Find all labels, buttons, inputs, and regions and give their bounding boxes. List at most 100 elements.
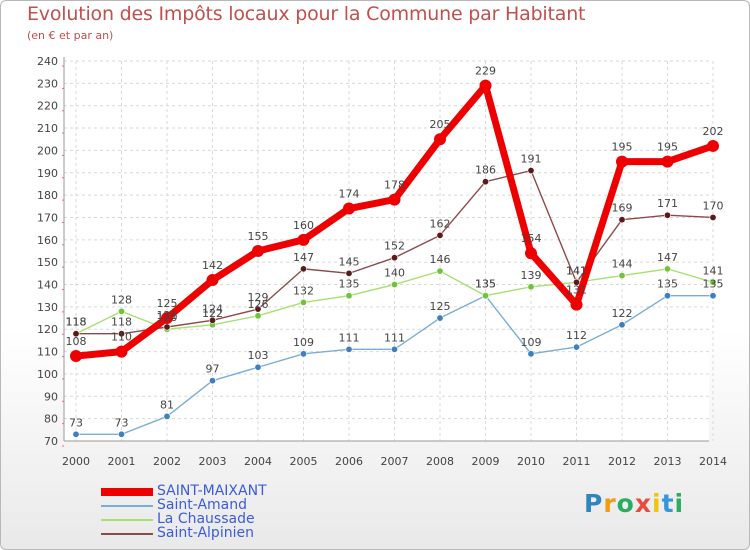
- point-saint-alpinien: [572, 278, 580, 286]
- point-saint-maixant: [570, 298, 583, 311]
- data-label-la-chaussade: 146: [430, 253, 451, 266]
- x-tick-label: 2009: [472, 455, 500, 468]
- point-saint-alpinien: [436, 231, 444, 239]
- point-saint-alpinien: [709, 213, 717, 221]
- point-la-chaussade: [527, 283, 535, 291]
- point-la-chaussade: [618, 272, 626, 280]
- data-label-saint-alpinien: 141: [566, 264, 587, 277]
- point-saint-amand: [663, 292, 671, 300]
- data-label-la-chaussade: 132: [293, 284, 314, 297]
- data-label-saint-amand: 111: [384, 331, 405, 344]
- x-tick-label: 2001: [108, 455, 136, 468]
- data-label-saint-alpinien: 186: [475, 164, 496, 177]
- y-tick-label: 90: [44, 390, 58, 403]
- point-saint-maixant: [161, 312, 173, 325]
- logo-letter: x: [634, 489, 652, 518]
- data-label-la-chaussade: 140: [384, 267, 405, 280]
- data-label-saint-maixant: 195: [657, 141, 678, 154]
- y-tick-label: 120: [37, 323, 58, 336]
- y-tick-label: 230: [37, 77, 58, 90]
- logo-letter: o: [616, 489, 635, 518]
- y-tick-label: 130: [37, 301, 58, 314]
- data-label-saint-maixant: 160: [293, 219, 314, 232]
- data-label-la-chaussade: 139: [521, 269, 542, 282]
- point-saint-amand: [163, 412, 171, 420]
- data-label-saint-maixant: 195: [612, 141, 633, 154]
- data-label-saint-maixant: 229: [475, 65, 496, 78]
- data-label-saint-amand: 122: [612, 307, 633, 320]
- x-tick-label: 2008: [426, 455, 454, 468]
- point-la-chaussade: [345, 292, 353, 300]
- data-label-saint-alpinien: 129: [248, 291, 269, 304]
- data-label-saint-alpinien: 171: [657, 197, 678, 210]
- data-label-saint-amand: 103: [248, 349, 269, 362]
- data-label-saint-alpinien: 118: [66, 316, 87, 329]
- point-saint-maixant: [707, 139, 719, 152]
- x-tick-label: 2010: [517, 455, 545, 468]
- point-saint-alpinien: [345, 269, 353, 277]
- data-label-saint-alpinien: 170: [703, 199, 724, 212]
- point-saint-alpinien: [209, 316, 217, 324]
- point-la-chaussade: [481, 292, 489, 300]
- logo-letter: r: [603, 489, 617, 518]
- legend-item-saint-maixant: SAINT-MAIXANT: [101, 483, 401, 499]
- point-saint-amand: [209, 377, 217, 385]
- y-tick-label: 160: [37, 234, 58, 247]
- point-saint-amand: [618, 321, 626, 329]
- point-saint-maixant: [297, 233, 310, 246]
- point-saint-alpinien: [72, 330, 80, 338]
- point-saint-amand: [72, 430, 80, 438]
- y-tick-label: 150: [37, 256, 58, 269]
- data-label-saint-amand: 135: [475, 278, 496, 291]
- data-label-saint-maixant: 142: [202, 259, 223, 272]
- point-la-chaussade: [299, 298, 307, 306]
- point-saint-maixant: [479, 79, 492, 92]
- data-label-saint-amand: 125: [430, 300, 451, 313]
- point-saint-amand: [709, 292, 717, 300]
- y-tick-label: 170: [37, 211, 58, 224]
- data-label-la-chaussade: 126: [248, 298, 269, 311]
- legend-label: Saint-Amand: [157, 497, 248, 513]
- data-label-saint-amand: 135: [703, 278, 724, 291]
- chart-legend: SAINT-MAIXANT Saint-Amand La Chaussade Sain…: [101, 483, 401, 541]
- data-label-saint-amand: 97: [206, 363, 220, 376]
- y-tick-label: 70: [44, 435, 58, 448]
- data-label-saint-alpinien: 118: [111, 316, 132, 329]
- data-label-saint-maixant: 110: [111, 331, 132, 344]
- data-label-la-chaussade: 118: [66, 316, 87, 329]
- data-label-saint-amand: 109: [521, 336, 542, 349]
- data-label-saint-maixant: 108: [66, 335, 87, 348]
- logo-letter: i: [674, 489, 685, 518]
- y-tick-label: 100: [37, 368, 58, 381]
- legend-swatch: [101, 533, 153, 535]
- data-label-la-chaussade: 147: [657, 251, 678, 264]
- x-tick-label: 2013: [654, 455, 682, 468]
- point-saint-alpinien: [663, 211, 671, 219]
- data-label-saint-amand: 73: [115, 416, 129, 429]
- logo-letter: t: [661, 489, 675, 518]
- point-saint-amand: [436, 314, 444, 322]
- y-tick-label: 110: [37, 346, 58, 359]
- legend-item-saint-amand: Saint-Amand: [101, 497, 401, 513]
- point-saint-alpinien: [118, 330, 126, 338]
- data-label-saint-alpinien: 169: [612, 202, 633, 215]
- point-la-chaussade: [390, 281, 398, 289]
- point-la-chaussade: [254, 312, 262, 320]
- y-tick-label: 190: [37, 167, 58, 180]
- point-saint-maixant: [616, 155, 628, 168]
- point-saint-maixant: [252, 245, 264, 257]
- point-la-chaussade: [118, 307, 126, 315]
- x-tick-label: 2000: [62, 455, 90, 468]
- point-saint-maixant: [343, 202, 355, 215]
- y-tick-label: 240: [37, 55, 58, 68]
- plot-area: [64, 61, 709, 441]
- x-tick-label: 2003: [199, 455, 227, 468]
- data-label-la-chaussade: 141: [566, 264, 587, 277]
- point-saint-alpinien: [254, 305, 262, 313]
- legend-swatch: [101, 505, 153, 507]
- chart-subtitle: (en € et par an): [27, 29, 114, 42]
- x-tick-label: 2005: [290, 455, 318, 468]
- data-label-saint-alpinien: 121: [157, 309, 178, 322]
- x-tick-label: 2012: [608, 455, 636, 468]
